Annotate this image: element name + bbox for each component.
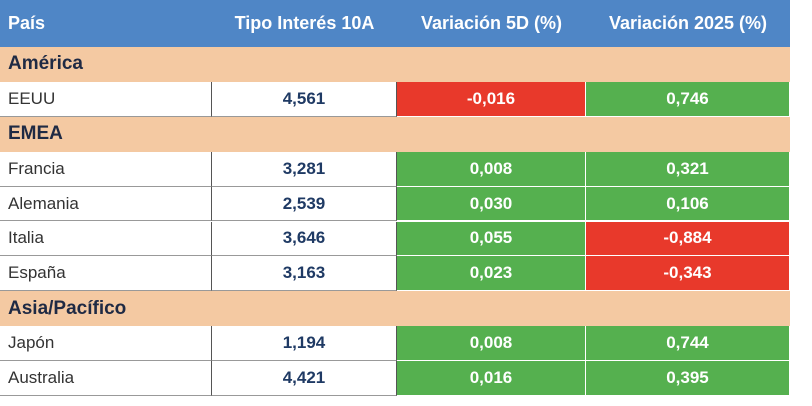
value-cell: -0,884 bbox=[586, 221, 790, 257]
country-cell: Australia bbox=[0, 361, 212, 396]
value-cell: 0,744 bbox=[586, 326, 790, 362]
country-cell: Italia bbox=[0, 221, 212, 257]
country-cell: Francia bbox=[0, 151, 212, 187]
region-row: América bbox=[0, 47, 790, 82]
rate-cell: 3,163 bbox=[212, 256, 397, 292]
value-cell: 0,106 bbox=[586, 186, 790, 222]
rate-cell: 4,421 bbox=[212, 361, 397, 396]
header-cell: Variación 5D (%) bbox=[397, 0, 586, 47]
value-cell: -0,016 bbox=[397, 81, 586, 117]
country-cell: EEUU bbox=[0, 81, 212, 117]
value-cell: 0,055 bbox=[397, 221, 586, 257]
value-cell: 0,321 bbox=[586, 151, 790, 187]
country-cell: España bbox=[0, 256, 212, 292]
header-cell: Tipo Interés 10A bbox=[212, 0, 397, 47]
value-cell: 0,008 bbox=[397, 326, 586, 362]
value-cell: 0,008 bbox=[397, 151, 586, 187]
rate-cell: 3,281 bbox=[212, 151, 397, 187]
rate-cell: 1,194 bbox=[212, 326, 397, 362]
rate-cell: 2,539 bbox=[212, 186, 397, 222]
rate-cell: 3,646 bbox=[212, 221, 397, 257]
value-cell: 0,746 bbox=[586, 81, 790, 117]
table: País Tipo Interés 10A Variación 5D (%) Vari… bbox=[0, 0, 790, 396]
header-cell: País bbox=[0, 0, 212, 47]
region-row: EMEA bbox=[0, 116, 790, 152]
value-cell: 0,023 bbox=[397, 256, 586, 292]
country-cell: Alemania bbox=[0, 186, 212, 222]
value-cell: 0,030 bbox=[397, 186, 586, 222]
value-cell: -0,343 bbox=[586, 256, 790, 292]
region-row: Asia/Pacífico bbox=[0, 291, 790, 327]
rate-cell: 4,561 bbox=[212, 81, 397, 117]
value-cell: 0,395 bbox=[586, 361, 790, 396]
header-cell: Variación 2025 (%) bbox=[586, 0, 790, 47]
value-cell: 0,016 bbox=[397, 361, 586, 396]
country-cell: Japón bbox=[0, 326, 212, 362]
